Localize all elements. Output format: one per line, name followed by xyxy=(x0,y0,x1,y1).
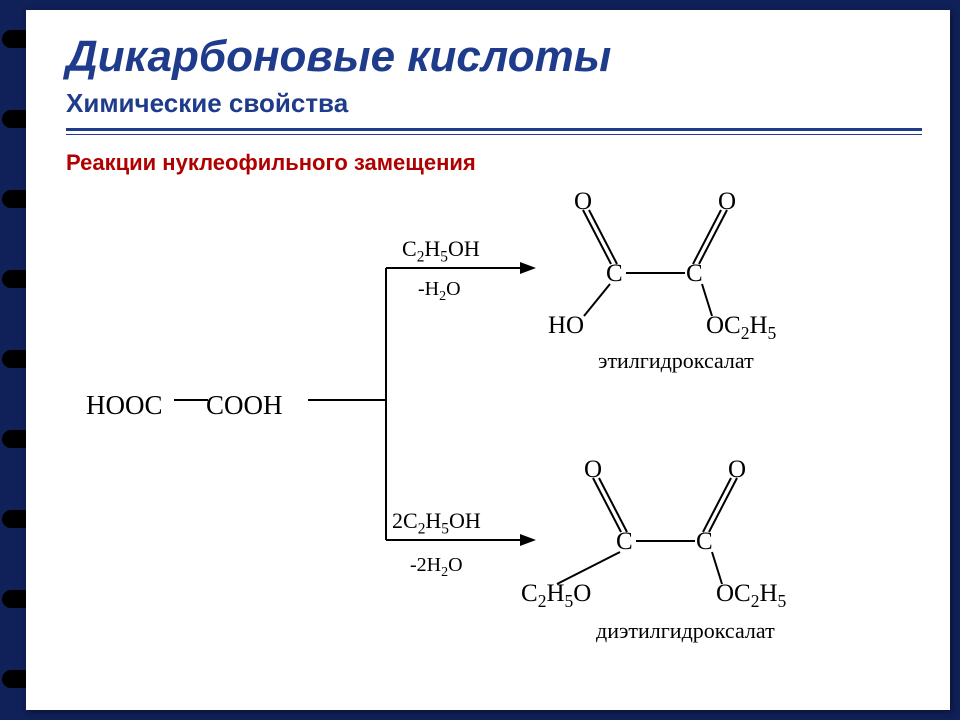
product-label: диэтилгидроксалат xyxy=(596,618,775,644)
oxygen-atom: O xyxy=(584,456,602,484)
slide-canvas: Дикарбоновые кислоты Химические свойства… xyxy=(26,10,950,710)
substituent-left: C2H5O xyxy=(521,580,591,608)
byproduct: -2H2O xyxy=(410,554,463,577)
byproduct: -H2O xyxy=(418,278,461,301)
product-label: этилгидроксалат xyxy=(598,348,754,374)
binder-rings xyxy=(0,0,26,720)
carbon-atom: C xyxy=(696,528,713,556)
substituent-right: OC2H5 xyxy=(706,312,776,340)
reagent: 2C2H5OH xyxy=(392,508,481,534)
substituent-left: HO xyxy=(548,312,584,340)
reaction-diagram xyxy=(26,10,950,710)
carbon-atom: C xyxy=(616,528,633,556)
reactant-right: COOH xyxy=(206,390,283,421)
carbon-atom: C xyxy=(686,260,703,288)
substituent-right: OC2H5 xyxy=(716,580,786,608)
oxygen-atom: O xyxy=(718,188,736,216)
oxygen-atom: O xyxy=(574,188,592,216)
oxygen-atom: O xyxy=(728,456,746,484)
carbon-atom: C xyxy=(606,260,623,288)
reagent: C2H5OH xyxy=(402,236,480,262)
reactant-left: HOOC xyxy=(86,390,163,421)
